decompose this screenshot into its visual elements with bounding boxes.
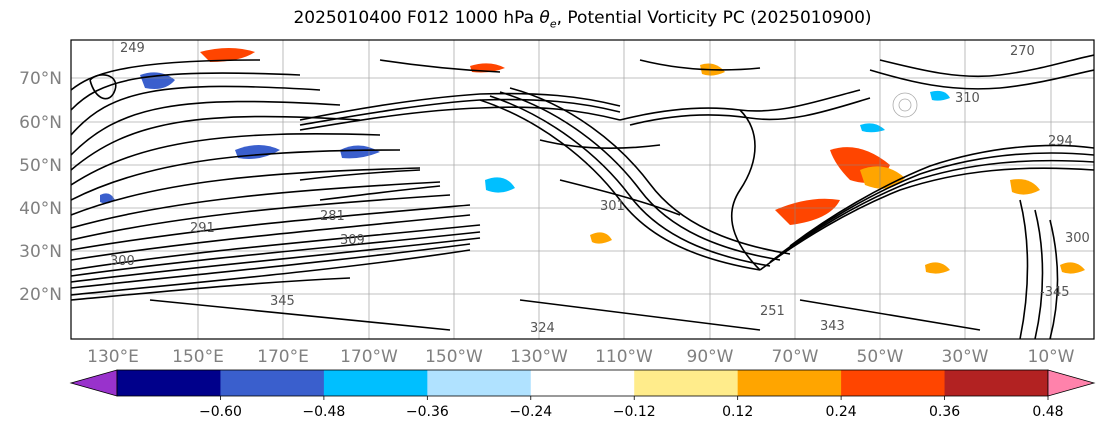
colorbar-tick-label: 0.12: [722, 404, 753, 420]
colorbar-tick-label: −0.48: [302, 404, 345, 420]
colorbar-extend-high: [1047, 369, 1096, 397]
lon-label: 90°W: [687, 347, 734, 367]
lat-label: 30°N: [19, 242, 62, 262]
lon-label: 130°E: [87, 347, 139, 367]
contour-label: 343: [820, 319, 845, 334]
colorbar-segment: [737, 370, 842, 396]
contour-label: 294: [1048, 134, 1073, 149]
lon-label: 30°W: [942, 347, 989, 367]
lon-label: 50°W: [857, 347, 904, 367]
lat-axis: 70°N 60°N 50°N 40°N 30°N 20°N: [19, 69, 62, 305]
colorbar: −0.60 −0.48 −0.36 −0.24 −0.12 0.12 0.24 0.36 0.4…: [69, 369, 1096, 420]
contour-label: 291: [190, 221, 215, 236]
contour-label: 301: [600, 199, 625, 214]
contour-label: 300: [110, 254, 135, 269]
lon-label: 70°W: [772, 347, 819, 367]
lat-label: 20°N: [19, 285, 62, 305]
contour-label: 309: [340, 233, 365, 248]
colorbar-segment: [944, 370, 1049, 396]
colorbar-tick-label: −0.12: [613, 404, 656, 420]
contour-label: 270: [1010, 44, 1035, 59]
colorbar-segment: [323, 370, 428, 396]
colorbar-tick-label: 0.48: [1032, 404, 1063, 420]
colorbar-segment: [530, 370, 635, 396]
contour-labels: 249 294 291 281 300 345 309 343 270 -345…: [110, 41, 1090, 336]
colorbar-segment: [841, 370, 946, 396]
lat-label: 60°N: [19, 113, 62, 133]
map-title: 2025010400 F012 1000 hPa θe, Potential V…: [293, 8, 872, 31]
colorbar-tick-label: −0.36: [406, 404, 449, 420]
contour-label: 300: [1065, 231, 1090, 246]
colorbar-tick-label: 0.24: [826, 404, 857, 420]
map-panel: 249 294 291 281 300 345 309 343 270 -345…: [71, 40, 1094, 339]
lat-label: 40°N: [19, 199, 62, 219]
lon-label: 150°W: [425, 347, 483, 367]
colorbar-tick-label: −0.60: [199, 404, 242, 420]
lat-label: 50°N: [19, 156, 62, 176]
theta-e-contours: [71, 54, 1094, 339]
colorbar-segment: [220, 370, 325, 396]
map-frame: [70, 39, 1095, 340]
lon-label: 10°W: [1028, 347, 1075, 367]
contour-label: 345: [270, 294, 295, 309]
lat-label: 70°N: [19, 69, 62, 89]
lon-label: 110°W: [595, 347, 653, 367]
lon-label: 130°W: [510, 347, 568, 367]
colorbar-extend-low: [69, 369, 118, 397]
lon-axis: 130°E 150°E 170°E 170°W 150°W 130°W 110°…: [87, 347, 1075, 367]
lon-label: 150°E: [172, 347, 224, 367]
contour-label: 310: [955, 91, 980, 106]
colorbar-segment: [117, 370, 221, 396]
colorbar-segment: [634, 370, 739, 396]
lon-label: 170°E: [257, 347, 309, 367]
contour-label: 281: [320, 209, 345, 224]
contour-label: 324: [530, 321, 555, 336]
lon-label: 170°W: [340, 347, 398, 367]
colorbar-tick-label: 0.36: [929, 404, 960, 420]
contour-label: 249: [120, 41, 145, 56]
contour-label: -345: [1040, 285, 1070, 300]
contour-label: 251: [760, 304, 785, 319]
colorbar-tick-label: −0.24: [509, 404, 552, 420]
colorbar-segment: [427, 370, 532, 396]
